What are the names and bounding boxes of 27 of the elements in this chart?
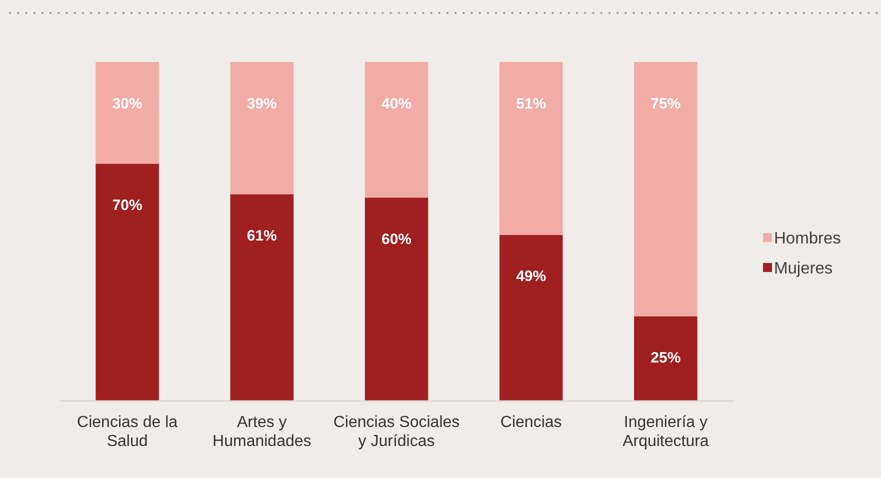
x-tick-label: Ciencias (500, 414, 562, 431)
legend-label: Mujeres (774, 259, 833, 278)
data-label: 49% (516, 268, 546, 286)
x-tick-label: Ingeniería y Arquitectura (622, 414, 709, 450)
data-label: 30% (112, 95, 142, 112)
bar (634, 316, 698, 401)
bar (96, 164, 159, 401)
bar (230, 62, 294, 194)
bar (96, 62, 159, 164)
data-label: 25% (650, 350, 681, 366)
x-tick-label: Artes y Humanidades (212, 414, 312, 450)
data-label: 51% (516, 95, 546, 112)
bar (499, 234, 563, 401)
bar (230, 194, 294, 401)
data-label: 39% (246, 95, 277, 112)
bar (499, 62, 563, 235)
bar (364, 62, 428, 198)
x-tick-label: Ciencias Sociales y Jurídicas (333, 414, 460, 450)
data-label: 40% (381, 95, 412, 112)
legend-label: Hombres (774, 229, 841, 248)
data-label: 61% (246, 227, 277, 244)
data-label: 70% (112, 196, 142, 214)
bar (364, 198, 428, 401)
data-label: 75% (650, 95, 681, 112)
bar (634, 62, 698, 316)
data-label: 60% (381, 230, 412, 248)
x-tick-label: Ciencias de la Salud (77, 414, 178, 450)
